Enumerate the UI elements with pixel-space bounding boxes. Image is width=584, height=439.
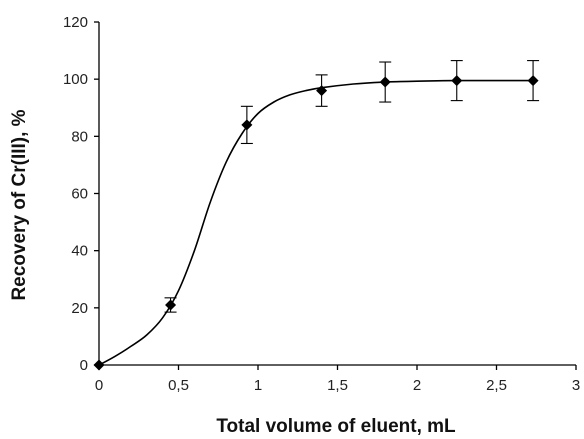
x-tick-label: 0 (95, 377, 103, 394)
x-tick-label: 1,5 (327, 377, 348, 394)
y-tick-label: 120 (63, 14, 88, 31)
y-tick-label: 40 (71, 243, 88, 260)
x-axis-label: Total volume of eluent, mL (216, 416, 456, 437)
data-point-diamond (379, 76, 391, 88)
y-tick-label: 20 (71, 300, 88, 317)
axes (98, 22, 576, 366)
plot-area (93, 60, 540, 371)
x-tick-label: 0,5 (168, 377, 189, 394)
data-point-diamond (316, 85, 328, 97)
x-tick-label: 2,5 (486, 377, 507, 394)
y-tick-label: 100 (63, 71, 88, 88)
data-point-diamond (451, 75, 463, 87)
data-point-diamond (527, 75, 539, 87)
y-tick-label: 0 (80, 357, 88, 374)
x-tick-label: 3 (572, 377, 580, 394)
y-tick-label: 60 (71, 186, 88, 203)
fit-curve (98, 79, 534, 366)
data-point-diamond (165, 299, 177, 311)
y-ticks: 0 20 40 60 80 100 120 (63, 14, 99, 374)
y-axis-label: Recovery of Cr(III), % (9, 109, 30, 300)
y-tick-label: 80 (71, 128, 88, 145)
x-tick-label: 2 (413, 377, 421, 394)
x-ticks: 0 0,5 1 1,5 2 2,5 3 (95, 365, 580, 394)
data-point-diamond (93, 359, 105, 371)
x-tick-label: 1 (254, 377, 262, 394)
data-point-diamond (241, 119, 253, 131)
